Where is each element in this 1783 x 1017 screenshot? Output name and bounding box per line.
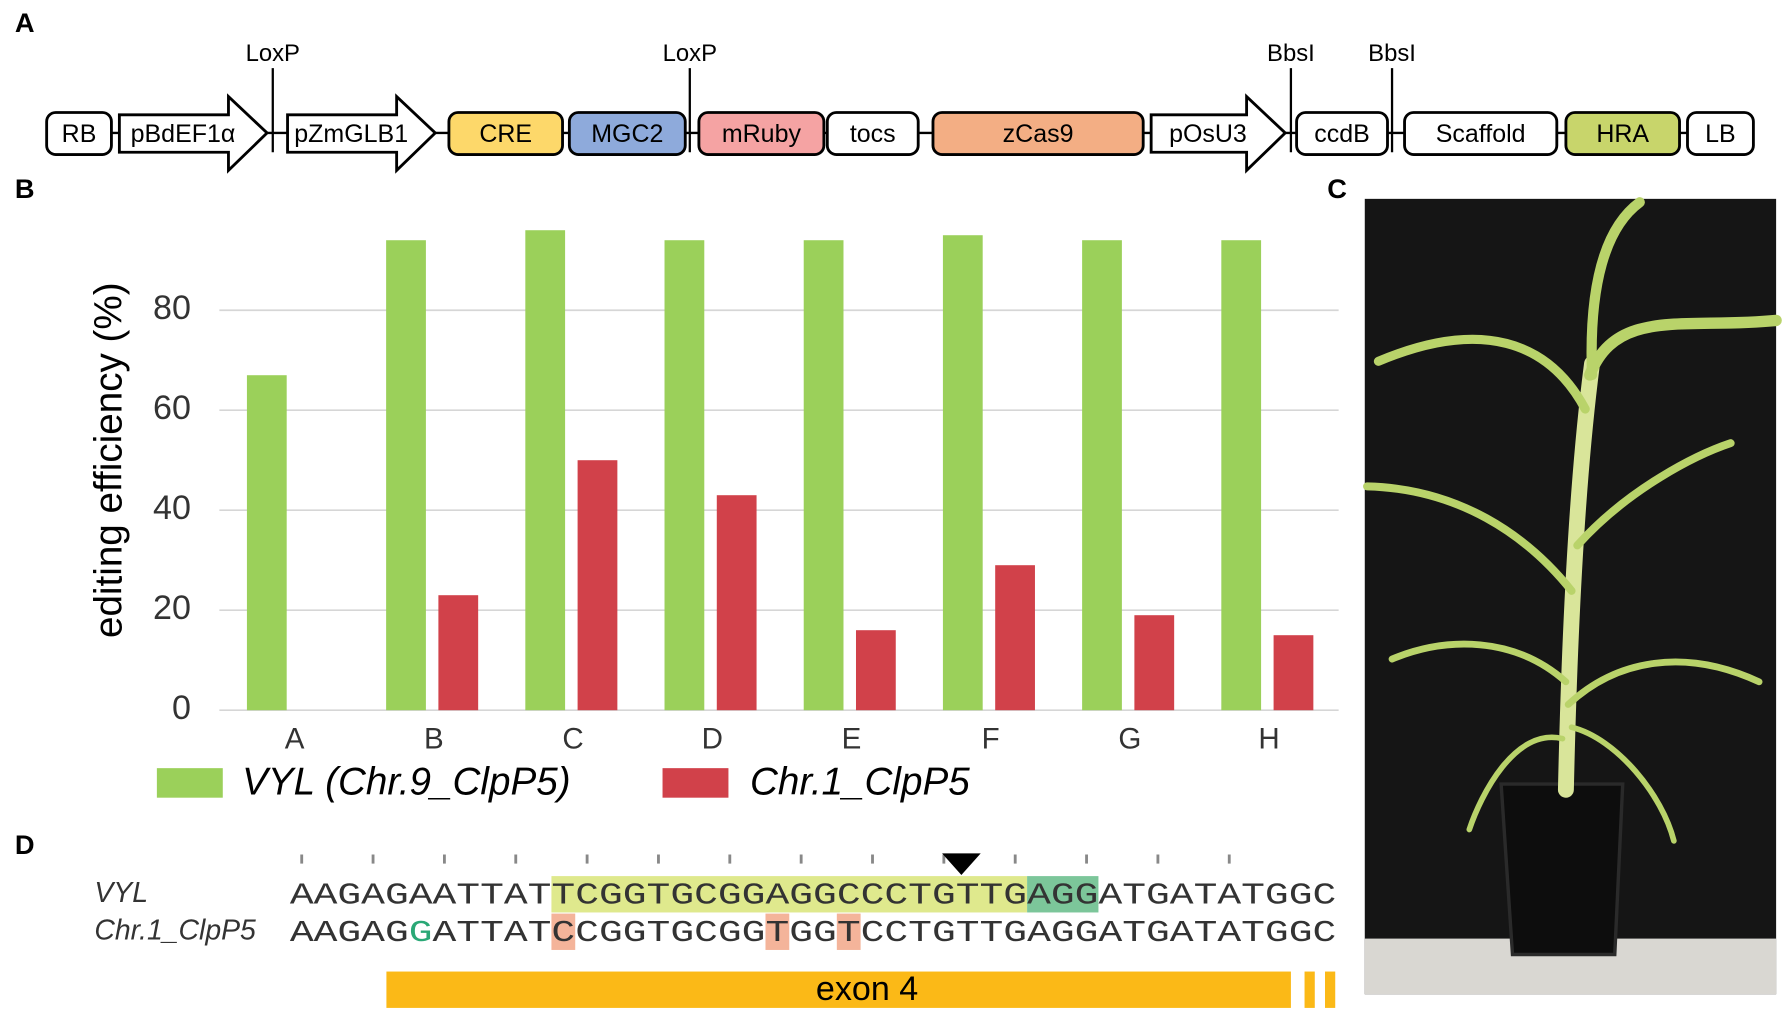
gene-label: MGC2 bbox=[591, 120, 663, 148]
y-tick-label: 20 bbox=[153, 589, 191, 627]
sequence-segment: TCGGTGCGGAGGCCCTGTTG bbox=[551, 879, 1027, 914]
exon-bar-part bbox=[1304, 971, 1315, 1008]
pot bbox=[1499, 782, 1625, 957]
bar bbox=[525, 230, 566, 711]
bar bbox=[438, 595, 479, 711]
bar bbox=[942, 235, 983, 711]
x-tick-label: B bbox=[424, 723, 444, 756]
bar bbox=[246, 375, 287, 711]
y-tick-label: 60 bbox=[153, 389, 191, 427]
sequence-highlight bbox=[551, 876, 1028, 913]
gene-label: Scaffold bbox=[1436, 120, 1526, 148]
site-label: BbsI bbox=[1368, 40, 1416, 67]
sequence-highlight bbox=[1027, 876, 1099, 913]
x-tick-label: D bbox=[702, 723, 723, 756]
bar bbox=[995, 565, 1035, 711]
gene-label: LB bbox=[1705, 120, 1736, 148]
gene-box bbox=[825, 111, 920, 156]
gene-label: zCas9 bbox=[1003, 120, 1074, 148]
sequence-segment: CCTGTTGAGGATGATATGGC bbox=[861, 916, 1337, 951]
cut-site bbox=[942, 853, 981, 875]
gene-label: HRA bbox=[1596, 120, 1649, 148]
bar bbox=[577, 460, 618, 711]
gene-box bbox=[1403, 111, 1559, 156]
sequence-highlight bbox=[551, 913, 576, 950]
bar bbox=[803, 240, 844, 711]
plant bbox=[1363, 197, 1782, 844]
legend-swatch bbox=[156, 768, 223, 798]
panel-label: C bbox=[1327, 173, 1347, 204]
y-tick-label: 40 bbox=[153, 489, 191, 527]
promoter-label: pOsU3 bbox=[1169, 120, 1247, 148]
gene-box bbox=[447, 111, 564, 156]
gene-label: RB bbox=[62, 120, 97, 148]
bar bbox=[716, 495, 757, 711]
legend-swatch bbox=[662, 768, 729, 798]
x-tick-label: C bbox=[562, 723, 583, 756]
x-tick-label: A bbox=[285, 723, 305, 756]
panel-label: A bbox=[15, 7, 35, 38]
sequence-segment: ATGATATGGC bbox=[1098, 879, 1336, 914]
y-tick-label: 0 bbox=[172, 689, 191, 727]
sequence-segment: AAGAG bbox=[290, 916, 409, 951]
promoter-label: pZmGLB1 bbox=[294, 120, 408, 148]
x-tick-label: G bbox=[1118, 723, 1141, 756]
sequence-name: VYL bbox=[94, 877, 148, 909]
bar bbox=[1221, 240, 1262, 711]
bar bbox=[1082, 240, 1122, 711]
gene-box bbox=[1686, 111, 1755, 156]
promoter-label: pBdEF1α bbox=[131, 120, 236, 148]
gene-label: tocs bbox=[850, 120, 896, 148]
site-label: BbsI bbox=[1267, 40, 1315, 67]
sequence-highlight bbox=[836, 913, 861, 950]
promoter-arrow bbox=[1149, 93, 1288, 174]
bar bbox=[1134, 615, 1175, 711]
sequence-segment: AAGAGAATTAT bbox=[290, 879, 552, 914]
sequence-name: Chr.1_ClpP5 bbox=[94, 914, 256, 946]
gene-box bbox=[697, 111, 826, 156]
x-tick-label: F bbox=[982, 723, 1000, 756]
legend-label: Chr.1_ClpP5 bbox=[750, 760, 970, 803]
gene-label: CRE bbox=[479, 120, 532, 148]
bar bbox=[386, 240, 426, 711]
promoter-arrow bbox=[117, 93, 270, 174]
sequence-segment: AGG bbox=[1027, 879, 1098, 914]
bar bbox=[855, 630, 896, 711]
panel-label: D bbox=[15, 829, 35, 860]
bar bbox=[664, 240, 705, 711]
sequence-segment: GG bbox=[789, 916, 837, 951]
x-tick-label: E bbox=[842, 723, 862, 756]
sequence-segment: T bbox=[837, 916, 861, 951]
panel-label: B bbox=[15, 173, 35, 204]
gene-box bbox=[931, 111, 1145, 156]
exon-bar bbox=[386, 971, 1291, 1008]
sequence-segment: T bbox=[765, 916, 789, 951]
promoter-arrow bbox=[286, 93, 438, 174]
y-tick-label: 80 bbox=[153, 289, 191, 327]
sequence-segment: C bbox=[551, 916, 575, 951]
gene-label: mRuby bbox=[722, 120, 802, 148]
bar bbox=[1273, 635, 1314, 711]
sequence-segment: G bbox=[409, 916, 433, 951]
sequence-segment: CGGTGCGG bbox=[575, 916, 765, 951]
site-label: LoxP bbox=[663, 40, 717, 67]
site-label: LoxP bbox=[246, 40, 300, 67]
sequence-segment: ATTAT bbox=[433, 916, 552, 951]
exon-bar-part bbox=[1325, 971, 1336, 1008]
gene-label: ccdB bbox=[1314, 120, 1370, 148]
sequence-highlight bbox=[765, 913, 790, 950]
legend-label: VYL (Chr.9_ClpP5) bbox=[242, 760, 570, 803]
y-axis-title: editing efficiency (%) bbox=[88, 282, 131, 638]
plant-photo bbox=[1363, 197, 1782, 995]
gene-box bbox=[45, 111, 113, 156]
gene-box bbox=[567, 111, 687, 156]
gene-box bbox=[1564, 111, 1681, 156]
x-tick-label: H bbox=[1258, 723, 1279, 756]
exon-label: exon 4 bbox=[816, 970, 918, 1008]
gene-box bbox=[1295, 111, 1389, 156]
